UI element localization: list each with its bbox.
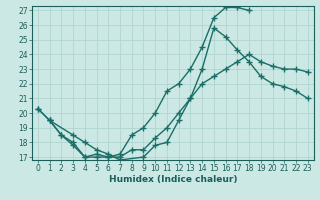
X-axis label: Humidex (Indice chaleur): Humidex (Indice chaleur) (108, 175, 237, 184)
